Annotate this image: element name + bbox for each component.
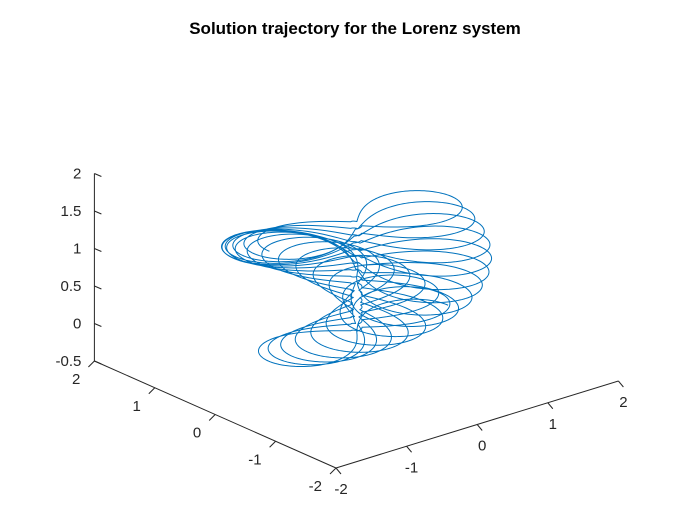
x-tick-label: 2 [619, 394, 627, 411]
y-tick [329, 467, 337, 475]
z-tick [94, 285, 102, 290]
y-tick [269, 440, 276, 448]
y-tick-label: 1 [132, 398, 140, 415]
y-tick-label: -2 [309, 478, 322, 495]
y-axis-line [94, 360, 337, 469]
z-tick [94, 173, 102, 177]
z-tick [94, 323, 102, 327]
z-tick-label: 1 [73, 241, 81, 258]
z-tick [94, 248, 102, 252]
x-tick-label: -2 [334, 481, 347, 498]
x-tick-label: 0 [478, 438, 486, 455]
y-tick [88, 360, 95, 368]
x-tick [476, 424, 483, 431]
z-tick-label: -0.5 [56, 353, 82, 370]
y-tick [208, 414, 216, 421]
z-tick-label: 2 [73, 166, 81, 183]
trajectory-line [221, 190, 493, 368]
x-tick [618, 380, 624, 388]
chart-title: Solution trajectory for the Lorenz syste… [189, 19, 521, 38]
z-tick [94, 360, 102, 365]
z-tick [94, 210, 102, 215]
z-tick-label: 0 [73, 316, 81, 333]
y-tick-label: -1 [248, 451, 261, 468]
z-tick-label: 0.5 [61, 278, 82, 295]
y-tick [148, 387, 156, 395]
x-tick-label: -1 [405, 459, 418, 476]
y-tick-label: 2 [72, 371, 80, 388]
x-tick [547, 402, 554, 410]
x-tick [335, 467, 342, 475]
y-tick-label: 0 [193, 425, 201, 442]
x-tick [406, 445, 412, 453]
plot-area [221, 190, 493, 368]
z-tick-label: 1.5 [61, 203, 82, 220]
x-tick-label: 1 [549, 416, 557, 433]
